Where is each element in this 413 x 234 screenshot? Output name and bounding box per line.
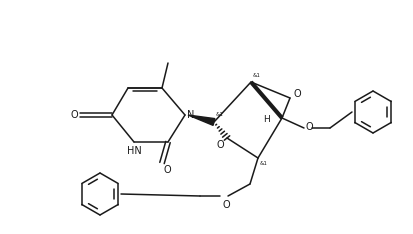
Text: O: O bbox=[293, 89, 301, 99]
Text: &1: &1 bbox=[216, 112, 224, 117]
Text: N: N bbox=[187, 110, 195, 120]
Text: &1: &1 bbox=[253, 73, 261, 78]
Text: H: H bbox=[263, 116, 269, 124]
Text: O: O bbox=[216, 140, 224, 150]
Text: O: O bbox=[222, 200, 230, 210]
Text: O: O bbox=[70, 110, 78, 120]
Text: O: O bbox=[164, 165, 172, 175]
Text: HN: HN bbox=[127, 146, 141, 156]
Polygon shape bbox=[188, 115, 215, 125]
Text: &1: &1 bbox=[260, 161, 268, 166]
Text: O: O bbox=[306, 122, 313, 132]
